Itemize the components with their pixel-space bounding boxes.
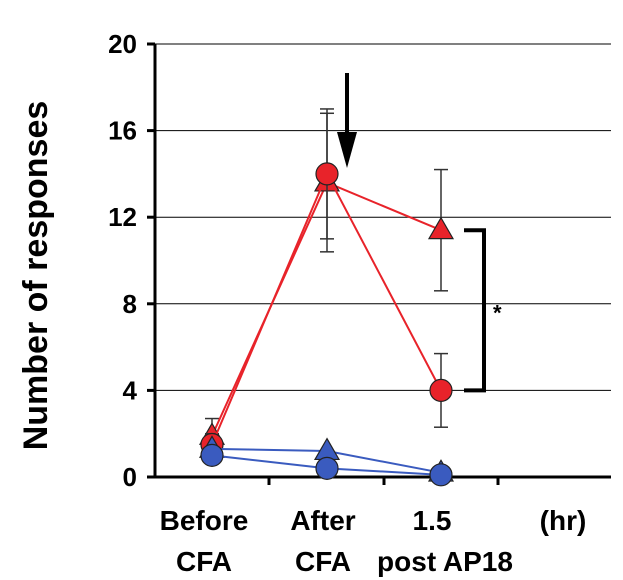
arrow-head bbox=[337, 132, 357, 168]
data-point-circle bbox=[315, 162, 339, 186]
data-point-circle bbox=[200, 443, 224, 467]
x-category-label-line1: After bbox=[290, 505, 355, 536]
series-red_circle bbox=[200, 108, 453, 457]
y-tick-label: 16 bbox=[108, 116, 137, 146]
x-category-label-line2: CFA bbox=[295, 546, 351, 577]
x-category-labels: Before CFA After CFA 1.5 post AP18 bbox=[160, 505, 513, 577]
annotations: * bbox=[337, 73, 502, 393]
significance-star: * bbox=[493, 300, 502, 325]
y-axis-title: Number of responses bbox=[17, 101, 55, 451]
data-point-triangle bbox=[427, 216, 455, 240]
y-tick-label: 20 bbox=[108, 29, 137, 59]
y-tick-label: 0 bbox=[123, 462, 137, 492]
y-tick-label: 12 bbox=[108, 202, 137, 232]
series-group bbox=[198, 108, 455, 487]
x-unit-label: (hr) bbox=[540, 505, 587, 536]
significance-bracket bbox=[464, 228, 486, 393]
data-point-circle bbox=[315, 456, 339, 480]
x-category-label-line2: CFA bbox=[176, 546, 232, 577]
y-tick-label: 4 bbox=[123, 375, 138, 405]
data-point-triangle bbox=[313, 437, 341, 461]
y-tick-labels: 0 4 8 12 16 20 bbox=[108, 29, 500, 492]
x-category-label-line1: Before bbox=[160, 505, 249, 536]
gridlines bbox=[155, 43, 611, 391]
data-point-circle bbox=[429, 463, 453, 487]
y-tick-label: 8 bbox=[123, 289, 137, 319]
x-category-label-line2: post AP18 bbox=[377, 546, 513, 577]
data-point-circle bbox=[429, 378, 453, 402]
x-category-label-line1: 1.5 bbox=[413, 505, 452, 536]
series-blue_circle bbox=[200, 443, 453, 487]
